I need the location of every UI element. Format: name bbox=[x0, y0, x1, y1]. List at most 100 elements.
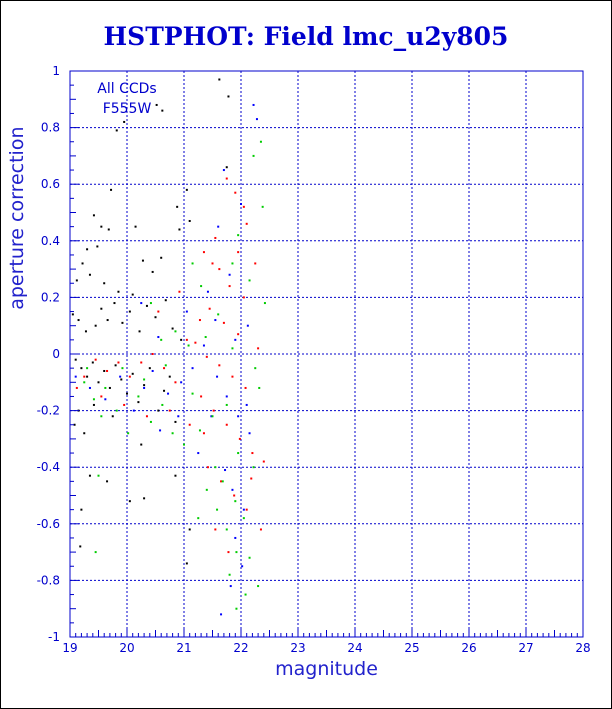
data-point bbox=[197, 517, 200, 520]
grid-lines bbox=[70, 71, 583, 637]
data-point bbox=[171, 327, 174, 330]
data-point bbox=[115, 129, 118, 132]
data-point bbox=[228, 573, 231, 576]
data-point bbox=[245, 403, 248, 406]
data-point bbox=[259, 140, 262, 143]
data-point bbox=[92, 398, 95, 401]
x-tick-label: 21 bbox=[176, 641, 191, 655]
data-point bbox=[254, 262, 257, 265]
data-point bbox=[75, 279, 78, 282]
x-tick-label: 22 bbox=[233, 641, 248, 655]
data-point bbox=[143, 386, 146, 389]
data-point bbox=[214, 319, 217, 322]
data-point bbox=[134, 225, 137, 228]
data-point bbox=[80, 508, 83, 511]
data-point bbox=[214, 528, 217, 531]
data-point bbox=[123, 403, 126, 406]
y-tick-label: -0.8 bbox=[37, 573, 60, 587]
data-point bbox=[73, 423, 76, 426]
data-point bbox=[252, 466, 255, 469]
data-point bbox=[197, 452, 200, 455]
data-point bbox=[113, 302, 116, 305]
annotation-line-filter: F555W bbox=[103, 101, 152, 117]
data-point bbox=[237, 415, 240, 418]
data-point bbox=[237, 234, 240, 237]
data-point bbox=[204, 336, 207, 339]
data-point bbox=[185, 310, 188, 313]
y-tick-label: 0.2 bbox=[41, 290, 60, 304]
data-point bbox=[86, 248, 89, 251]
data-point bbox=[106, 319, 109, 322]
data-point bbox=[74, 358, 77, 361]
data-point bbox=[245, 222, 248, 225]
data-point bbox=[94, 324, 97, 327]
data-point bbox=[198, 319, 201, 322]
data-point bbox=[86, 375, 89, 378]
data-point bbox=[94, 551, 97, 554]
data-point bbox=[92, 214, 95, 217]
data-point bbox=[231, 262, 234, 265]
data-point bbox=[145, 304, 148, 307]
data-point bbox=[103, 282, 106, 285]
data-point bbox=[140, 302, 143, 305]
data-point bbox=[220, 480, 223, 483]
data-point bbox=[171, 432, 174, 435]
data-point bbox=[200, 395, 203, 398]
data-point bbox=[164, 299, 167, 302]
data-point bbox=[178, 228, 181, 231]
data-point bbox=[155, 103, 158, 106]
data-point bbox=[258, 386, 261, 389]
data-point bbox=[127, 432, 130, 435]
data-point bbox=[242, 517, 245, 520]
data-point bbox=[117, 290, 120, 293]
data-point bbox=[151, 353, 154, 355]
data-point bbox=[115, 409, 118, 412]
data-point bbox=[100, 415, 103, 418]
data-point bbox=[132, 409, 135, 412]
data-point bbox=[211, 262, 214, 265]
data-point bbox=[222, 321, 225, 324]
data-point bbox=[242, 508, 245, 511]
data-point bbox=[210, 415, 213, 418]
data-point bbox=[234, 536, 237, 539]
data-point bbox=[218, 268, 221, 271]
data-point bbox=[84, 330, 87, 333]
data-point bbox=[200, 285, 203, 288]
data-point bbox=[183, 443, 185, 446]
data-point bbox=[71, 313, 74, 316]
data-point bbox=[164, 364, 167, 367]
data-point bbox=[202, 432, 205, 435]
data-point bbox=[234, 338, 237, 341]
data-point bbox=[231, 347, 234, 350]
data-point bbox=[231, 375, 234, 378]
data-points bbox=[71, 78, 266, 616]
data-point bbox=[246, 324, 249, 327]
data-point bbox=[185, 338, 188, 341]
data-point bbox=[225, 177, 228, 180]
x-tick-label: 23 bbox=[290, 641, 305, 655]
data-point bbox=[160, 256, 163, 259]
data-point bbox=[83, 432, 86, 435]
y-tick-label: -0.6 bbox=[37, 517, 60, 531]
data-point bbox=[145, 415, 148, 418]
data-point bbox=[180, 381, 183, 384]
data-point bbox=[218, 364, 221, 367]
data-point bbox=[212, 409, 215, 412]
data-point bbox=[225, 395, 228, 398]
data-point bbox=[217, 313, 220, 316]
data-point bbox=[138, 330, 141, 333]
y-axis-label: aperture correction bbox=[6, 127, 28, 310]
data-point bbox=[224, 469, 227, 472]
data-point bbox=[237, 452, 240, 455]
data-point bbox=[143, 384, 146, 387]
data-point bbox=[188, 219, 191, 222]
data-point bbox=[225, 166, 228, 169]
data-point bbox=[252, 103, 255, 106]
data-point bbox=[234, 500, 237, 503]
data-point bbox=[86, 367, 89, 370]
data-point bbox=[83, 381, 86, 384]
y-tick-label: 0.8 bbox=[41, 121, 60, 135]
data-point bbox=[225, 403, 228, 406]
data-point bbox=[222, 169, 225, 172]
